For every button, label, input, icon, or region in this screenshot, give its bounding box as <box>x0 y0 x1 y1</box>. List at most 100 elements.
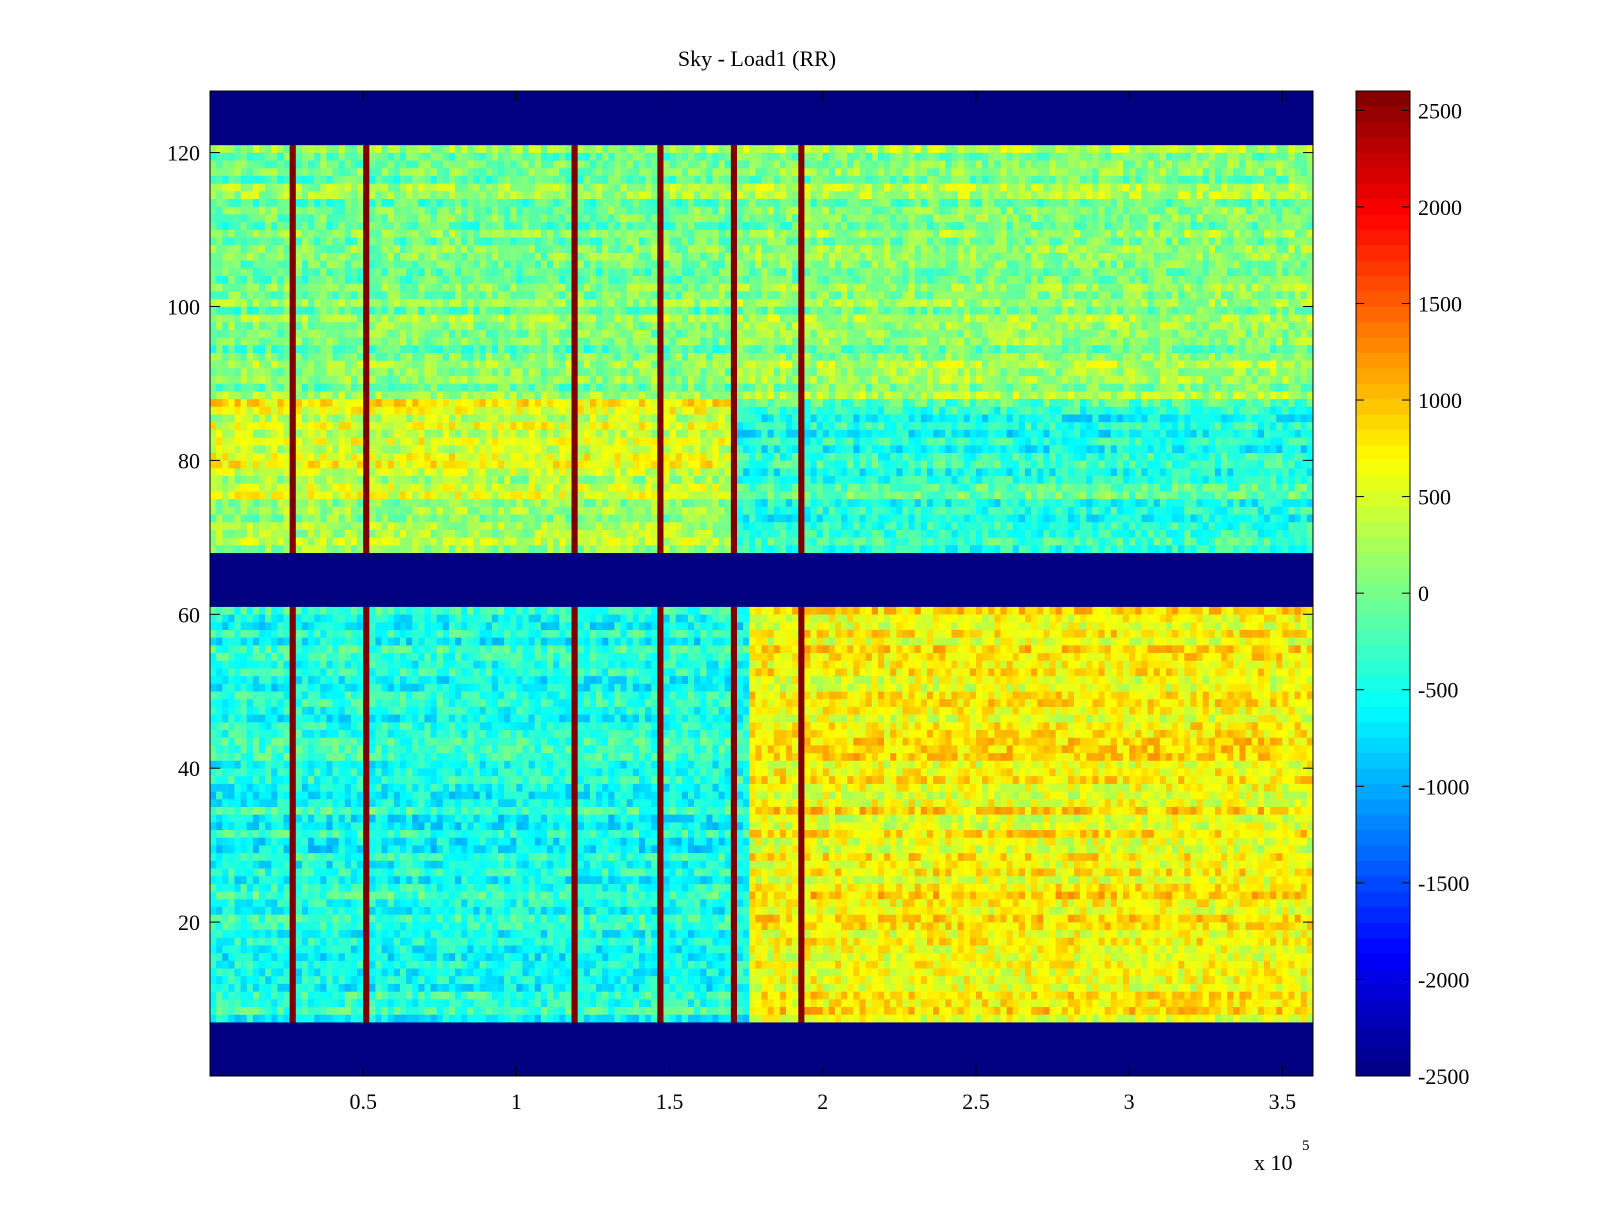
heatmap-cell <box>1288 868 1295 876</box>
heatmap-cell <box>1166 830 1173 838</box>
heatmap-cell <box>939 914 946 922</box>
heatmap-cell <box>694 937 701 945</box>
heatmap-cell <box>1160 953 1167 961</box>
heatmap-cell <box>712 961 719 969</box>
heatmap-cell <box>596 868 603 876</box>
heatmap-cell <box>896 907 903 915</box>
heatmap-cell <box>915 1014 922 1022</box>
heatmap-cell <box>1258 930 1265 938</box>
heatmap-cell <box>1295 876 1302 884</box>
heatmap-cell <box>253 976 260 984</box>
heatmap-cell <box>994 937 1001 945</box>
heatmap-cell <box>290 1014 297 1022</box>
heatmap-cell <box>461 876 468 884</box>
heatmap-cell <box>431 968 438 976</box>
heatmap-cell <box>878 999 885 1007</box>
heatmap-cell <box>884 922 891 930</box>
heatmap-cell <box>461 899 468 907</box>
heatmap-cell <box>951 807 958 815</box>
heatmap-cell <box>1246 961 1253 969</box>
heatmap-cell <box>547 937 554 945</box>
heatmap-cell <box>1062 868 1069 876</box>
heatmap-cell <box>333 945 340 953</box>
heatmap-cell <box>627 822 634 830</box>
heatmap-cell <box>688 914 695 922</box>
heatmap-cell <box>572 899 579 907</box>
heatmap-cell <box>559 922 566 930</box>
heatmap-cell <box>320 876 327 884</box>
heatmap-cell <box>1080 907 1087 915</box>
heatmap-cell <box>970 922 977 930</box>
heatmap-cell <box>247 1014 254 1022</box>
heatmap-cell <box>768 945 775 953</box>
heatmap-cell <box>541 991 548 999</box>
heatmap-cell <box>737 899 744 907</box>
heatmap-cell <box>345 814 352 822</box>
heatmap-cell <box>596 807 603 815</box>
heatmap-cell <box>1154 822 1161 830</box>
heatmap-cell <box>657 884 664 892</box>
heatmap-cell <box>853 999 860 1007</box>
heatmap-cell <box>284 999 291 1007</box>
heatmap-cell <box>988 837 995 845</box>
heatmap-cell <box>645 1014 652 1022</box>
heatmap-cell <box>958 845 965 853</box>
heatmap-cell <box>326 907 333 915</box>
heatmap-cell <box>1166 937 1173 945</box>
heatmap-cell <box>1043 891 1050 899</box>
heatmap-cell <box>1007 968 1014 976</box>
heatmap-cell <box>1178 999 1185 1007</box>
heatmap-cell <box>1184 868 1191 876</box>
heatmap-cell <box>596 976 603 984</box>
heatmap-cell <box>627 876 634 884</box>
heatmap-cell <box>927 991 934 999</box>
heatmap-cell <box>786 953 793 961</box>
heatmap-cell <box>1160 876 1167 884</box>
heatmap-cell <box>326 837 333 845</box>
heatmap-cell <box>1276 937 1283 945</box>
heatmap-cell <box>259 876 266 884</box>
heatmap-cell <box>1184 930 1191 938</box>
heatmap-cell <box>792 837 799 845</box>
heatmap-cell <box>382 853 389 861</box>
heatmap-cell <box>222 891 229 899</box>
heatmap-cell <box>639 961 646 969</box>
heatmap-cell <box>608 837 615 845</box>
heatmap-cell <box>860 914 867 922</box>
heatmap-cell <box>578 814 585 822</box>
heatmap-cell <box>1092 899 1099 907</box>
heatmap-cell <box>1117 953 1124 961</box>
heatmap-cell <box>565 991 572 999</box>
heatmap-cell <box>1117 922 1124 930</box>
heatmap-cell <box>241 1014 248 1022</box>
heatmap-cell <box>1270 1014 1277 1022</box>
heatmap-cell <box>909 876 916 884</box>
heatmap-cell <box>259 861 266 869</box>
heatmap-cell <box>431 899 438 907</box>
heatmap-cell <box>682 814 689 822</box>
heatmap-cell <box>578 914 585 922</box>
heatmap-cell <box>443 914 450 922</box>
heatmap-cell <box>1203 937 1210 945</box>
heatmap-cell <box>339 930 346 938</box>
heatmap-cell <box>1154 899 1161 907</box>
heatmap-cell <box>394 807 401 815</box>
heatmap-cell <box>1233 837 1240 845</box>
heatmap-cell <box>762 1007 769 1015</box>
heatmap-cell <box>504 984 511 992</box>
heatmap-cell <box>400 822 407 830</box>
heatmap-cell <box>1154 814 1161 822</box>
heatmap-cell <box>510 830 517 838</box>
heatmap-cell <box>424 807 431 815</box>
heatmap-cell <box>1252 930 1259 938</box>
heatmap-cell <box>1092 930 1099 938</box>
heatmap-cell <box>1264 961 1271 969</box>
heatmap-cell <box>1105 914 1112 922</box>
heatmap-cell <box>719 822 726 830</box>
heatmap-cell <box>222 899 229 907</box>
heatmap-cell <box>688 961 695 969</box>
heatmap-cell <box>467 968 474 976</box>
heatmap-cell <box>516 876 523 884</box>
heatmap-cell <box>866 984 873 992</box>
heatmap-cell <box>902 861 909 869</box>
